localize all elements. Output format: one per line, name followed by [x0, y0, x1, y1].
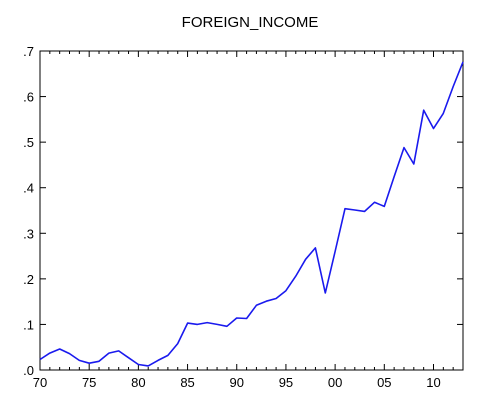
x-tick-label: 10	[426, 375, 440, 390]
series-line	[39, 61, 464, 367]
x-tick-label: 80	[131, 375, 145, 390]
x-tick-label: 05	[377, 375, 391, 390]
x-tick-label: 90	[230, 375, 244, 390]
y-tick-label: .7	[23, 44, 34, 59]
x-axis-tick-labels: 70 75 80 85 90 95 00 05 10	[33, 375, 441, 390]
y-tick-label: .1	[23, 317, 34, 332]
y-tick-label: .6	[23, 90, 34, 105]
y-tick-label: .5	[23, 135, 34, 150]
chart-title: FOREIGN_INCOME	[182, 14, 319, 31]
y-tick-label: .3	[23, 226, 34, 241]
x-tick-label: 85	[180, 375, 194, 390]
plot-frame	[39, 50, 464, 371]
y-tick-label: .2	[23, 272, 34, 287]
y-tick-label: .4	[23, 181, 34, 196]
y-tick-label: .0	[23, 363, 34, 378]
y-axis-tick-labels: .0 .1 .2 .3 .4 .5 .6 .7	[23, 44, 34, 378]
x-tick-label: 70	[33, 375, 47, 390]
x-tick-label: 00	[328, 375, 342, 390]
x-tick-label: 95	[279, 375, 293, 390]
axis-ticks	[39, 50, 464, 371]
x-tick-label: 75	[82, 375, 96, 390]
